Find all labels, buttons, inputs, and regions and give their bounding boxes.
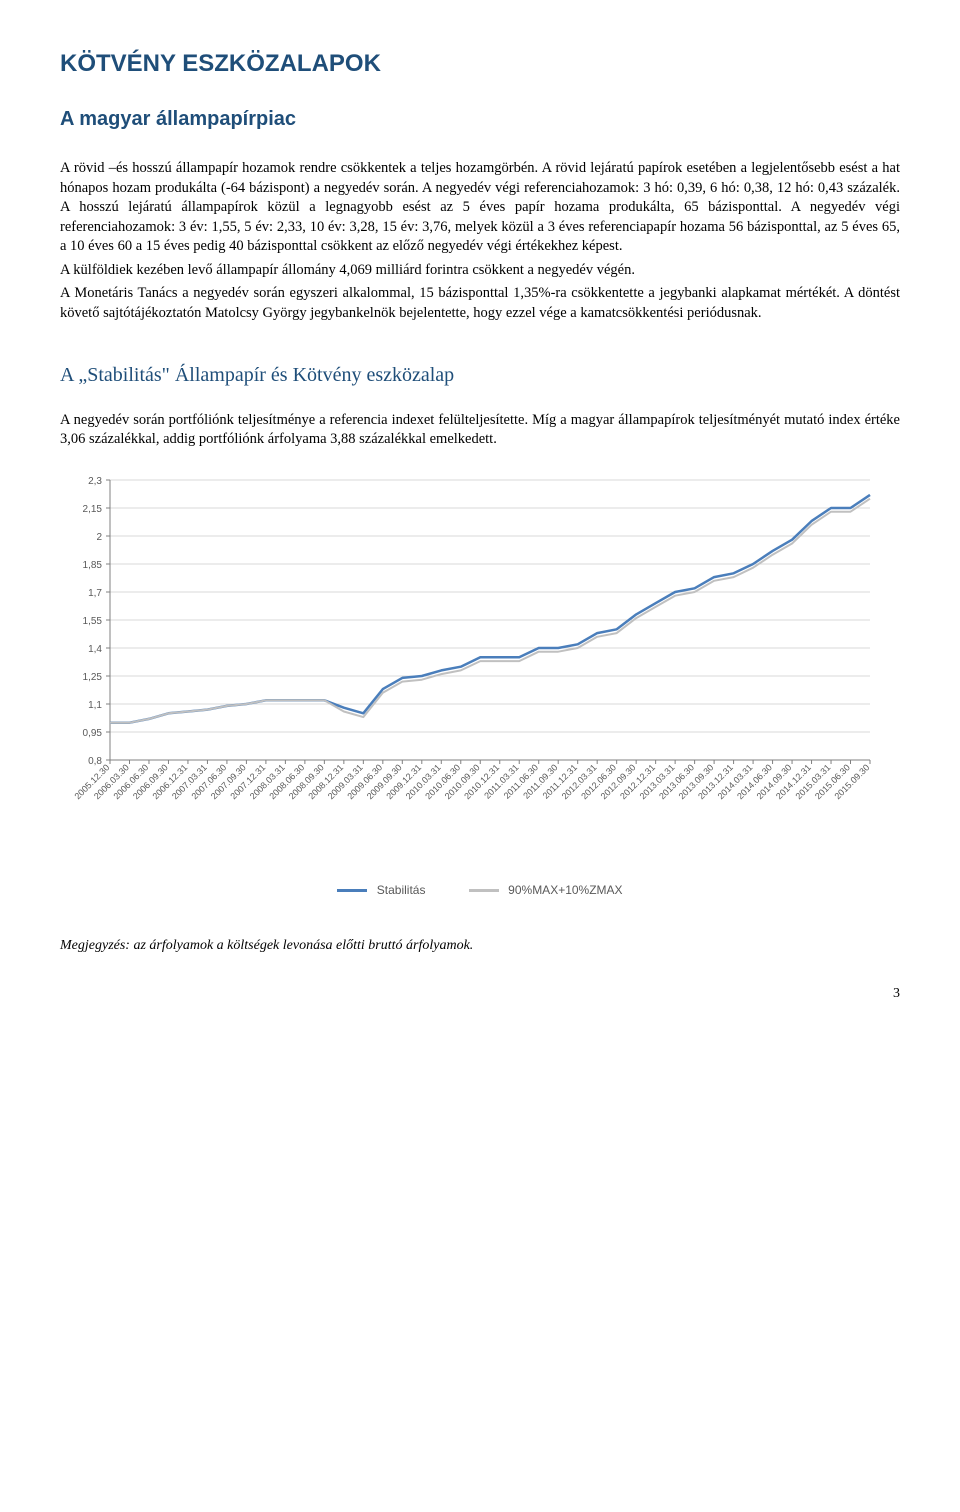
svg-text:2,15: 2,15	[83, 504, 103, 515]
legend-swatch-stabilitas	[337, 889, 367, 892]
paragraph-2: A külföldiek kezében levő állampapír áll…	[60, 261, 900, 281]
paragraph-1: A rövid –és hosszú állampapír hozamok re…	[60, 159, 900, 257]
svg-text:0,95: 0,95	[83, 728, 103, 739]
chart-svg: 0,80,951,11,251,41,551,71,8522,152,32005…	[60, 470, 900, 870]
main-heading: KÖTVÉNY ESZKÖZALAPOK	[60, 50, 900, 78]
legend-swatch-benchmark	[469, 889, 499, 892]
chart-legend: Stabilitás 90%MAX+10%ZMAX	[60, 883, 900, 897]
svg-text:2: 2	[96, 532, 102, 543]
svg-text:2,3: 2,3	[88, 476, 102, 487]
page-number: 3	[60, 986, 900, 1002]
line-chart: 0,80,951,11,251,41,551,71,8522,152,32005…	[60, 470, 900, 897]
svg-text:1,25: 1,25	[83, 672, 103, 683]
svg-text:1,85: 1,85	[83, 560, 103, 571]
sub-heading: A magyar állampapírpiac	[60, 108, 900, 131]
svg-text:1,4: 1,4	[88, 644, 102, 655]
paragraph-4: A negyedév során portfóliónk teljesítmén…	[60, 411, 900, 450]
section-heading: A „Stabilitás" Állampapír és Kötvény esz…	[60, 364, 900, 387]
paragraph-3: A Monetáris Tanács a negyedév során egys…	[60, 284, 900, 323]
legend-label-stabilitas: Stabilitás	[377, 883, 426, 897]
legend-item-benchmark: 90%MAX+10%ZMAX	[469, 883, 623, 897]
body-text-block: A rövid –és hosszú állampapír hozamok re…	[60, 159, 900, 324]
legend-item-stabilitas: Stabilitás	[337, 883, 425, 897]
legend-label-benchmark: 90%MAX+10%ZMAX	[508, 883, 622, 897]
svg-text:1,55: 1,55	[83, 616, 103, 627]
svg-text:1,1: 1,1	[88, 700, 102, 711]
svg-text:1,7: 1,7	[88, 588, 102, 599]
footnote: Megjegyzés: az árfolyamok a költségek le…	[60, 937, 900, 956]
